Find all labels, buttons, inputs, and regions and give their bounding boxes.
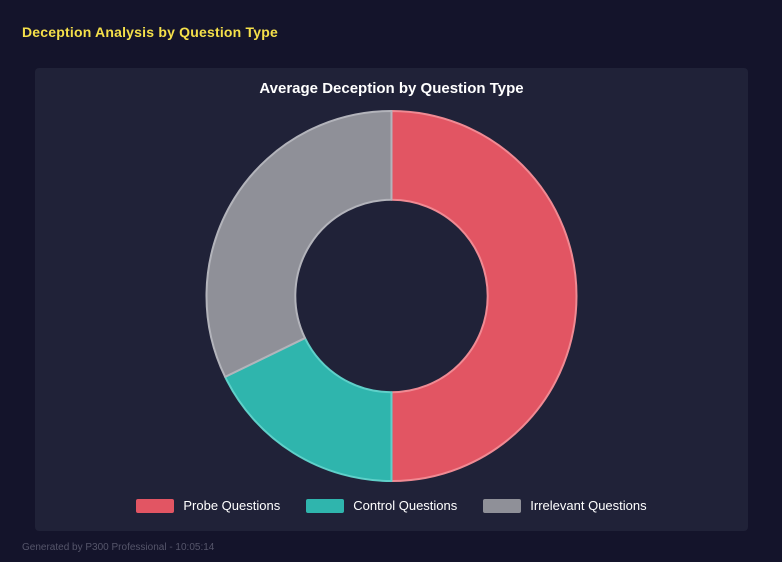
footer-text: Generated by P300 Professional - 10:05:1… <box>22 542 215 553</box>
chart-card: Average Deception by Question Type Probe… <box>35 68 748 531</box>
legend-swatch-0 <box>136 498 175 513</box>
legend-label-0: Probe Questions <box>183 498 281 513</box>
chart-legend: Probe Questions Control Questions Irreleva… <box>35 498 748 513</box>
legend-item-0: Probe Questions <box>136 498 280 513</box>
chart-title: Average Deception by Question Type <box>259 80 524 97</box>
legend-swatch-2 <box>483 498 522 513</box>
donut-segment-1 <box>224 337 393 482</box>
donut-chart <box>205 110 578 482</box>
page-title: Deception Analysis by Question Type <box>22 24 278 40</box>
legend-item-2: Irrelevant Questions <box>483 498 647 513</box>
legend-label-2: Irrelevant Questions <box>530 498 647 513</box>
legend-item-1: Control Questions <box>306 498 457 513</box>
legend-label-1: Control Questions <box>353 498 458 513</box>
donut-segment-0 <box>390 110 578 482</box>
donut-segment-2 <box>205 110 393 378</box>
legend-swatch-1 <box>306 498 345 513</box>
